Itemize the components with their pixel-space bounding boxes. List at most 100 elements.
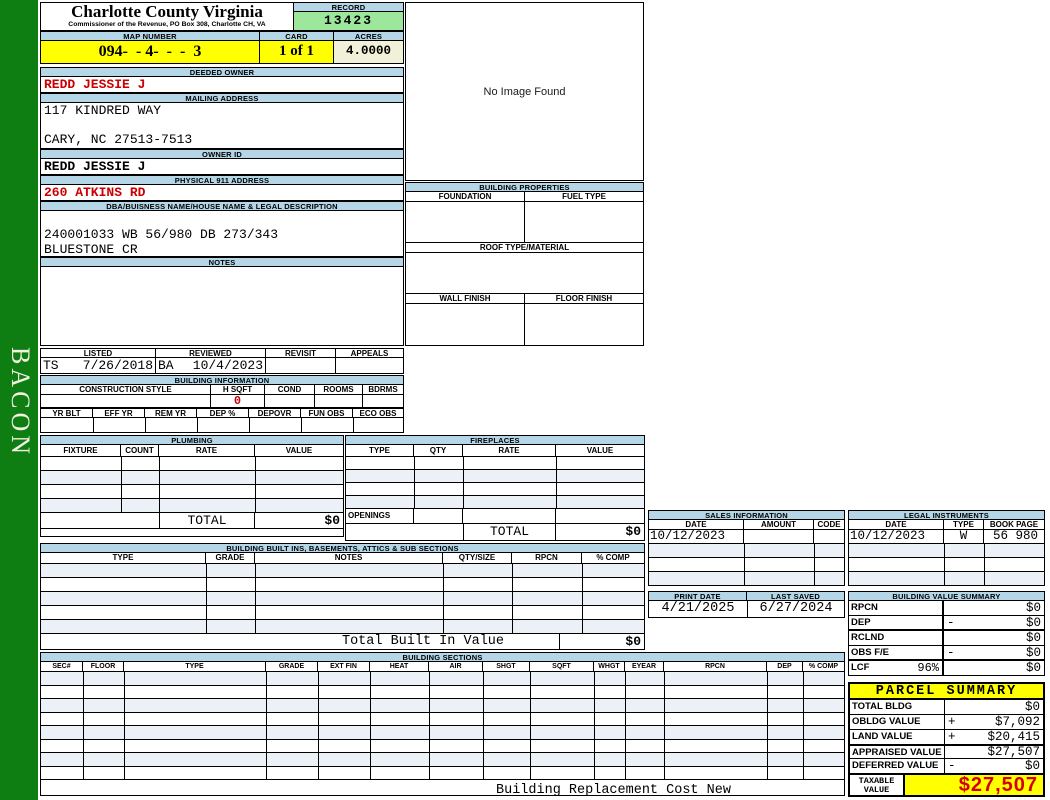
record-label: RECORD bbox=[293, 2, 404, 12]
owner-id-header: OWNER ID bbox=[40, 149, 404, 159]
map-number-value: 094- - 4- - - 3 bbox=[40, 41, 260, 64]
bdrms-value bbox=[363, 395, 403, 407]
county-title-box: Charlotte County Virginia Commissioner o… bbox=[40, 2, 294, 31]
ps-row-deferred: DEFERRED VALUE - $0 bbox=[848, 759, 1045, 774]
hsqft-label: H SQFT bbox=[211, 385, 265, 394]
ps-land-label: LAND VALUE bbox=[850, 730, 945, 744]
rate-label: RATE bbox=[159, 445, 255, 456]
revisit-label: REVISIT bbox=[266, 349, 336, 357]
taxable-label: TAXABLE VALUE bbox=[850, 775, 905, 795]
bvs-rclnd-label: RCLND bbox=[849, 631, 944, 645]
plumbing-empty-row bbox=[40, 471, 344, 485]
bvs-rpcn-cell: $0 bbox=[944, 601, 1044, 615]
bs-grade-label: GRADE bbox=[266, 662, 318, 671]
depovr-label: DEPOVR bbox=[249, 409, 301, 417]
notes-box bbox=[40, 267, 404, 346]
legal-description-box: 240001033 WB 56/980 DB 273/343 BLUESTONE… bbox=[40, 211, 404, 257]
ps-obldg-sign: + bbox=[948, 715, 956, 729]
appeals-cell bbox=[336, 358, 403, 373]
sales-empty-row bbox=[648, 572, 845, 586]
construction-style-label: CONSTRUCTION STYLE bbox=[41, 385, 211, 394]
sales-empty-row bbox=[648, 544, 845, 558]
sales-date-value: 10/12/2023 bbox=[649, 530, 744, 543]
no-image-text: No Image Found bbox=[483, 85, 566, 98]
building-info-header: BUILDING INFORMATION bbox=[40, 375, 404, 385]
bs-type-label: TYPE bbox=[124, 662, 266, 671]
bs-heat-label: HEAT bbox=[370, 662, 429, 671]
built-ins-title: BUILDING BUILT INS, BASEMENTS, ATTICS & … bbox=[40, 543, 645, 553]
building-sections-empty-row bbox=[40, 712, 845, 726]
construction-style-value bbox=[41, 395, 211, 407]
roof-box bbox=[405, 253, 644, 294]
building-sections-empty-row bbox=[40, 685, 845, 699]
parcel-summary: PARCEL SUMMARY TOTAL BLDG VALUE $0 OBLDG… bbox=[848, 682, 1045, 797]
bvs-obs-sign: - bbox=[947, 646, 955, 659]
fireplaces-empty-row bbox=[345, 457, 645, 470]
bvs-row-lcf: LCF 96% $0 bbox=[848, 661, 1045, 676]
bs-sqft-label: SQFT bbox=[530, 662, 594, 671]
bvs-lcf-label: LCF bbox=[851, 662, 870, 673]
bvs-obs-cell: - $0 bbox=[944, 646, 1044, 659]
bvs-dep-cell: - $0 bbox=[944, 616, 1044, 629]
map-number-col: MAP NUMBER 094- - 4- - - 3 bbox=[40, 31, 260, 64]
bs-whgt-label: WHGT bbox=[594, 662, 625, 671]
bvs-obs-label: OBS F/E bbox=[849, 646, 944, 659]
bvs-row-dep: DEP - $0 bbox=[848, 616, 1045, 631]
ps-appraised-cell: $27,507 bbox=[945, 746, 1043, 758]
ps-row-land: LAND VALUE + $20,415 bbox=[848, 730, 1045, 745]
mailing-address-box: 117 KINDRED WAY CARY, NC 27513-7513 bbox=[40, 103, 404, 149]
openings-qty-cell bbox=[414, 509, 463, 523]
mailing-address-header: MAILING ADDRESS bbox=[40, 93, 404, 103]
legal-instruments-row: 10/12/2023 W 56 980 bbox=[848, 530, 1045, 544]
ps-land-value: $20,415 bbox=[987, 730, 1040, 744]
record-number: 13423 bbox=[293, 12, 404, 31]
physical-address-value: 260 ATKINS RD bbox=[40, 185, 404, 201]
roof-type-label: ROOF TYPE/MATERIAL bbox=[479, 243, 570, 252]
ps-obldg-cell: + $7,092 bbox=[945, 715, 1043, 729]
listed-by: TS bbox=[43, 358, 59, 373]
legal-line2: BLUESTONE CR bbox=[44, 242, 138, 257]
acres-col: ACRES 4.0000 bbox=[333, 31, 404, 64]
ps-totalbldg-cell: $0 bbox=[945, 700, 1043, 714]
legal-instruments-table: LEGAL INSTRUMENTS DATE TYPE BOOK PAGE 10… bbox=[848, 510, 1045, 586]
building-value-summary-title: BUILDING VALUE SUMMARY bbox=[848, 591, 1045, 601]
bi-qtysize-label: QTY/SIZE bbox=[443, 553, 512, 563]
fp-rate-label: RATE bbox=[463, 445, 556, 456]
plumbing-total-spacer bbox=[41, 513, 159, 528]
rooms-value bbox=[315, 395, 363, 407]
plumbing-empty-row bbox=[40, 457, 344, 471]
fireplaces-total-label: TOTAL bbox=[463, 524, 556, 540]
notes-header: NOTES bbox=[40, 257, 404, 267]
building-sections-empty-row bbox=[40, 739, 845, 753]
building-info-table1: CONSTRUCTION STYLE H SQFT COND ROOMS BDR… bbox=[40, 385, 404, 408]
openings-value-cell bbox=[556, 509, 644, 523]
openings-label: OPENINGS bbox=[346, 509, 414, 523]
legal-blank-line bbox=[41, 211, 403, 227]
ps-row-obldg: OBLDG VALUE + $7,092 bbox=[848, 715, 1045, 730]
building-sections-footer-row: Building Replacement Cost New bbox=[40, 780, 845, 798]
sidebar-county-label: BACON bbox=[6, 347, 35, 459]
ps-deferred-sign: - bbox=[948, 759, 956, 773]
acres-label: ACRES bbox=[333, 31, 404, 41]
li-bookpage-value: 56 980 bbox=[992, 530, 1038, 543]
foundation-fuel-box bbox=[405, 202, 644, 243]
bs-shgt-label: SHGT bbox=[483, 662, 530, 671]
plumbing-empty-row bbox=[40, 485, 344, 499]
legal-instruments-empty-row bbox=[848, 558, 1045, 572]
ecoobs-label: ECO OBS bbox=[359, 409, 397, 417]
appeals-label: APPEALS bbox=[350, 349, 389, 357]
building-info-empty-row bbox=[40, 418, 404, 433]
bi-rpcn-label: RPCN bbox=[512, 553, 582, 563]
bvs-lcf-percent: 96% bbox=[917, 661, 939, 675]
bs-floor-label: FLOOR bbox=[83, 662, 124, 671]
fuel-type-label: FUEL TYPE bbox=[562, 192, 606, 201]
print-saved-panel: PRINT DATE LAST SAVED 4/21/2025 6/27/202… bbox=[648, 591, 845, 618]
bvs-dep-label: DEP bbox=[849, 616, 944, 629]
fireplaces-table: FIREPLACES TYPE QTY RATE VALUE OPENINGS … bbox=[345, 435, 645, 541]
print-date-label: PRINT DATE bbox=[648, 591, 747, 601]
building-sections-table: BUILDING SECTIONS SEC# FLOOR TYPE GRADE … bbox=[40, 652, 845, 798]
foundation-label: FOUNDATION bbox=[406, 192, 525, 201]
built-ins-table: BUILDING BUILT INS, BASEMENTS, ATTICS & … bbox=[40, 543, 645, 650]
legal-description-header: DBA/BUISNESS NAME/HOUSE NAME & LEGAL DES… bbox=[40, 201, 404, 211]
sales-row: 10/12/2023 bbox=[648, 530, 845, 544]
